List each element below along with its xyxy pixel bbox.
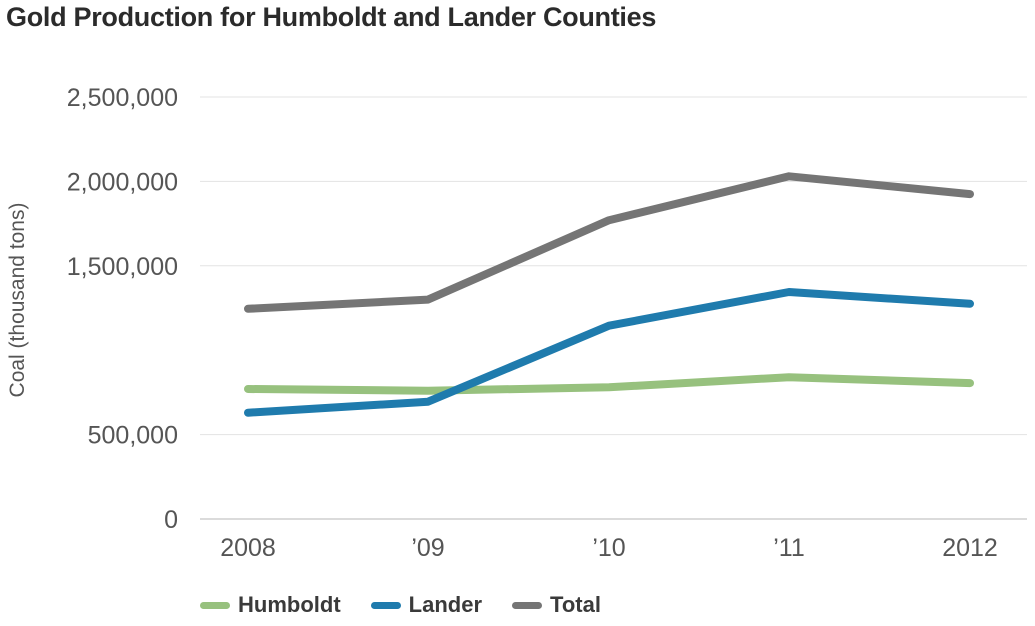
x-tick-label: ’11 [773, 534, 805, 562]
x-tick-label: ’10 [592, 534, 625, 562]
y-tick-label: 500,000 [88, 422, 178, 450]
legend-label: Humboldt [238, 592, 341, 617]
legend-item-total: Total [512, 592, 601, 618]
y-tick-label: 0 [164, 506, 178, 534]
x-axis-ticks: 2008 ’09 ’10 ’11 2012 [220, 534, 998, 562]
legend-swatch [370, 601, 401, 609]
x-tick-label: 2012 [942, 534, 998, 562]
y-axis-label: Coal (thousand tons) [6, 203, 29, 398]
series-line-lander [244, 288, 974, 417]
x-tick-label: ’09 [411, 534, 444, 562]
series-line-total [244, 172, 974, 313]
legend-label: Lander [408, 592, 483, 617]
legend-item-lander: Lander [370, 592, 483, 618]
x-tick-label: 2008 [220, 534, 276, 562]
legend-label: Total [550, 592, 601, 617]
chart-legend: Humboldt Lander Total [200, 592, 601, 618]
legend-swatch [200, 601, 230, 609]
chart-title: Gold Production for Humboldt and Lander … [6, 2, 657, 32]
y-tick-label: 2,500,000 [67, 84, 178, 112]
series-lines [244, 172, 974, 417]
series-line-humboldt [244, 373, 974, 395]
legend-swatch [512, 601, 543, 609]
y-tick-label: 1,500,000 [67, 253, 178, 281]
grid-lines [200, 96, 1027, 520]
y-tick-label: 2,000,000 [67, 168, 178, 196]
legend-item-humboldt: Humboldt [200, 592, 341, 618]
y-axis-ticks: 0 500,000 1,500,000 2,000,000 2,500,000 [67, 84, 178, 534]
